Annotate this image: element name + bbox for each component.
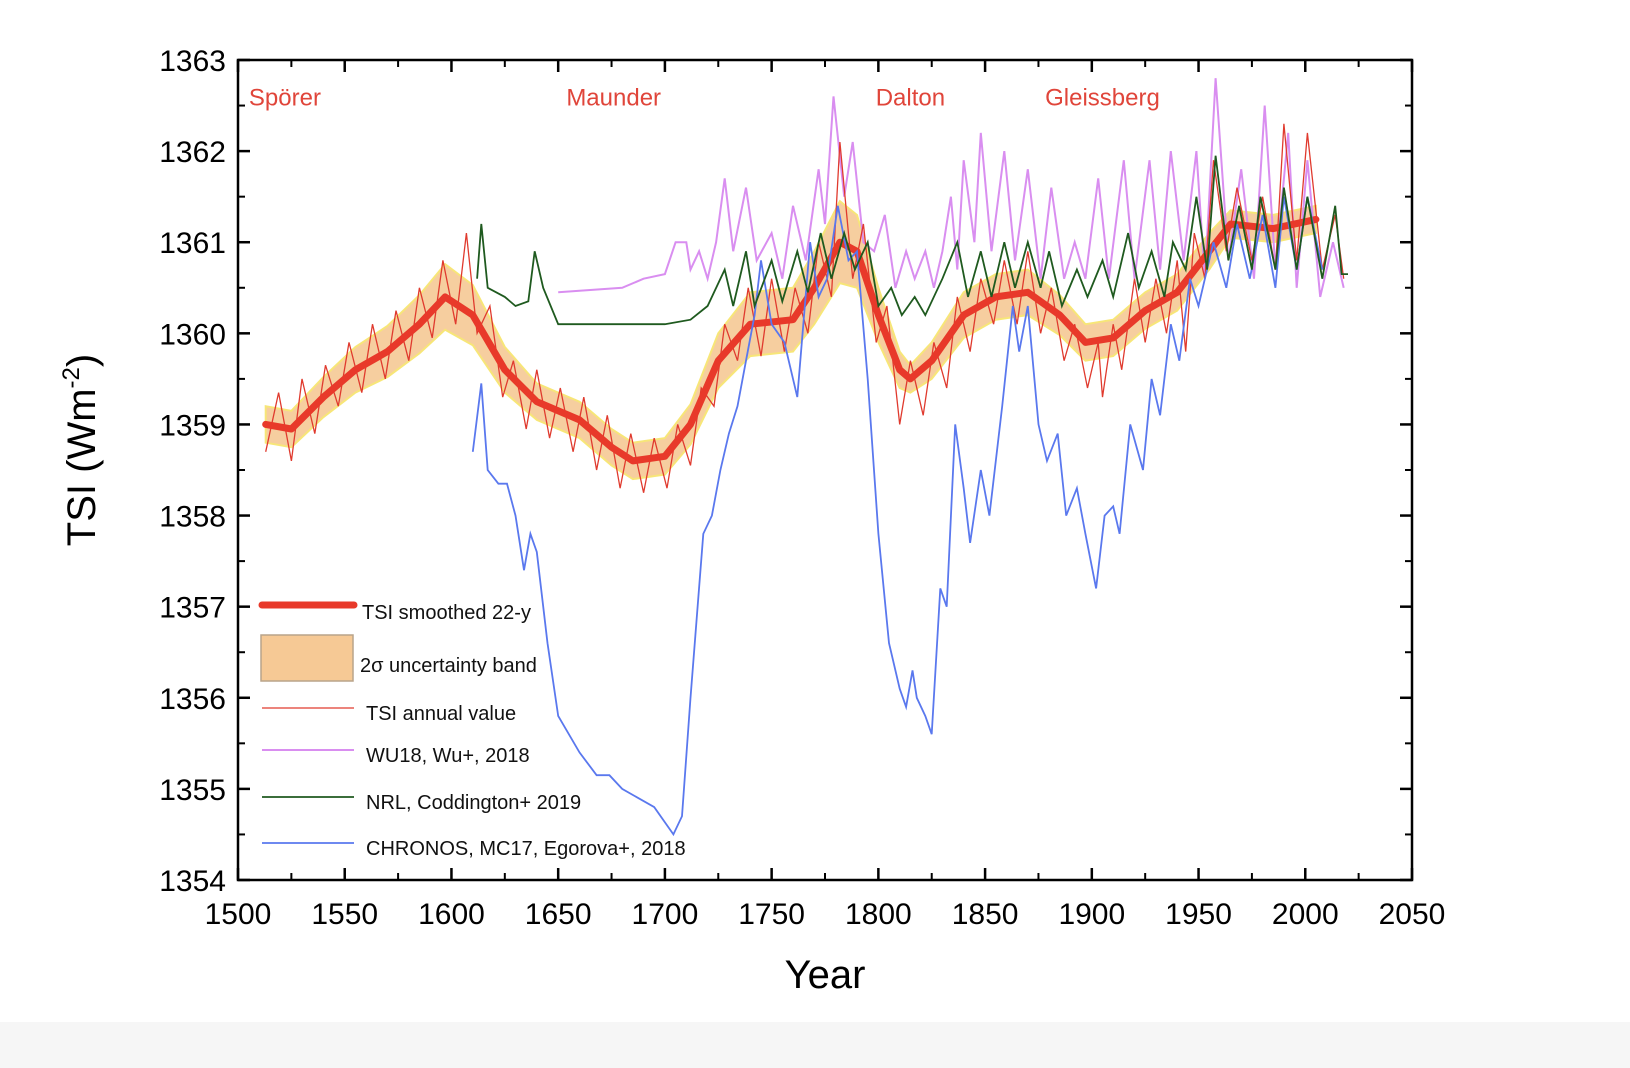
x-tick-label: 1900 <box>1058 898 1125 931</box>
legend-label-smoothed: TSI smoothed 22-y <box>362 602 531 624</box>
legend-label-wu18: WU18, Wu+, 2018 <box>366 745 530 767</box>
plot-marks <box>262 78 1348 837</box>
y-axis-title-main: TSI (Wm <box>60 388 104 546</box>
legend-swatch-band <box>260 634 354 682</box>
uncertainty-band <box>264 199 1317 481</box>
y-tick-label: 1356 <box>159 683 226 716</box>
x-axis-title: Year <box>785 953 866 997</box>
y-tick-label: 1363 <box>159 45 226 78</box>
y-axis-title-end: ) <box>60 354 104 367</box>
y-tick-label: 1355 <box>159 774 226 807</box>
x-tick-label: 1850 <box>952 898 1019 931</box>
x-tick-label: 2050 <box>1379 898 1446 931</box>
legend-label-annual: TSI annual value <box>366 703 516 725</box>
x-tick-label: 1750 <box>738 898 805 931</box>
x-tick-label: 1800 <box>845 898 912 931</box>
legend-label-band: 2σ uncertainty band <box>360 655 537 677</box>
y-axis-title: TSI (Wm-2) <box>58 354 104 546</box>
y-tick-label: 1358 <box>159 501 226 534</box>
x-tick-label: 1650 <box>525 898 592 931</box>
annotation-spörer: Spörer <box>249 84 321 111</box>
period-annotations: Spörer Maunder Dalton Gleissberg <box>249 84 1160 111</box>
legend: TSI smoothed 22-y 2σ uncertainty band TSI … <box>258 601 686 860</box>
series-line-nrl <box>476 155 1348 326</box>
y-tick-label: 1360 <box>159 318 226 351</box>
legend-item-wu18: WU18, Wu+, 2018 <box>262 745 530 767</box>
series-line-chronos <box>471 196 1324 837</box>
annotation-maunder: Maunder <box>566 84 661 111</box>
y-tick-label: 1359 <box>159 409 226 442</box>
y-axis-title-sup: -2 <box>58 367 85 388</box>
x-tick-label: 1550 <box>311 898 378 931</box>
page-bottom-strip <box>0 1022 1630 1068</box>
x-tick-label: 1950 <box>1165 898 1232 931</box>
y-tick-label: 1362 <box>159 136 226 169</box>
y-tick-label: 1357 <box>159 592 226 625</box>
x-tick-label: 2000 <box>1272 898 1339 931</box>
legend-item-smoothed: TSI smoothed 22-y <box>258 601 531 624</box>
annotation-dalton: Dalton <box>876 84 945 111</box>
legend-label-chronos: CHRONOS, MC17, Egorova+, 2018 <box>366 838 686 860</box>
legend-item-nrl: NRL, Coddington+ 2019 <box>262 792 581 814</box>
series-line-smoothed <box>262 215 1320 465</box>
series-line-wu18 <box>558 78 1345 298</box>
y-tick-label: 1354 <box>159 865 226 898</box>
annotation-gleissberg: Gleissberg <box>1045 84 1160 111</box>
legend-item-annual: TSI annual value <box>262 703 516 725</box>
legend-item-band: 2σ uncertainty band <box>260 634 537 682</box>
legend-label-nrl: NRL, Coddington+ 2019 <box>366 792 581 814</box>
x-tick-label: 1600 <box>418 898 485 931</box>
legend-item-chronos: CHRONOS, MC17, Egorova+, 2018 <box>262 838 686 860</box>
x-tick-label: 1700 <box>632 898 699 931</box>
axes: 1500 1550 1600 1650 1700 1750 1800 1850 1900 1950… <box>159 45 1445 931</box>
x-tick-label: 1500 <box>205 898 272 931</box>
y-tick-label: 1361 <box>159 227 226 260</box>
